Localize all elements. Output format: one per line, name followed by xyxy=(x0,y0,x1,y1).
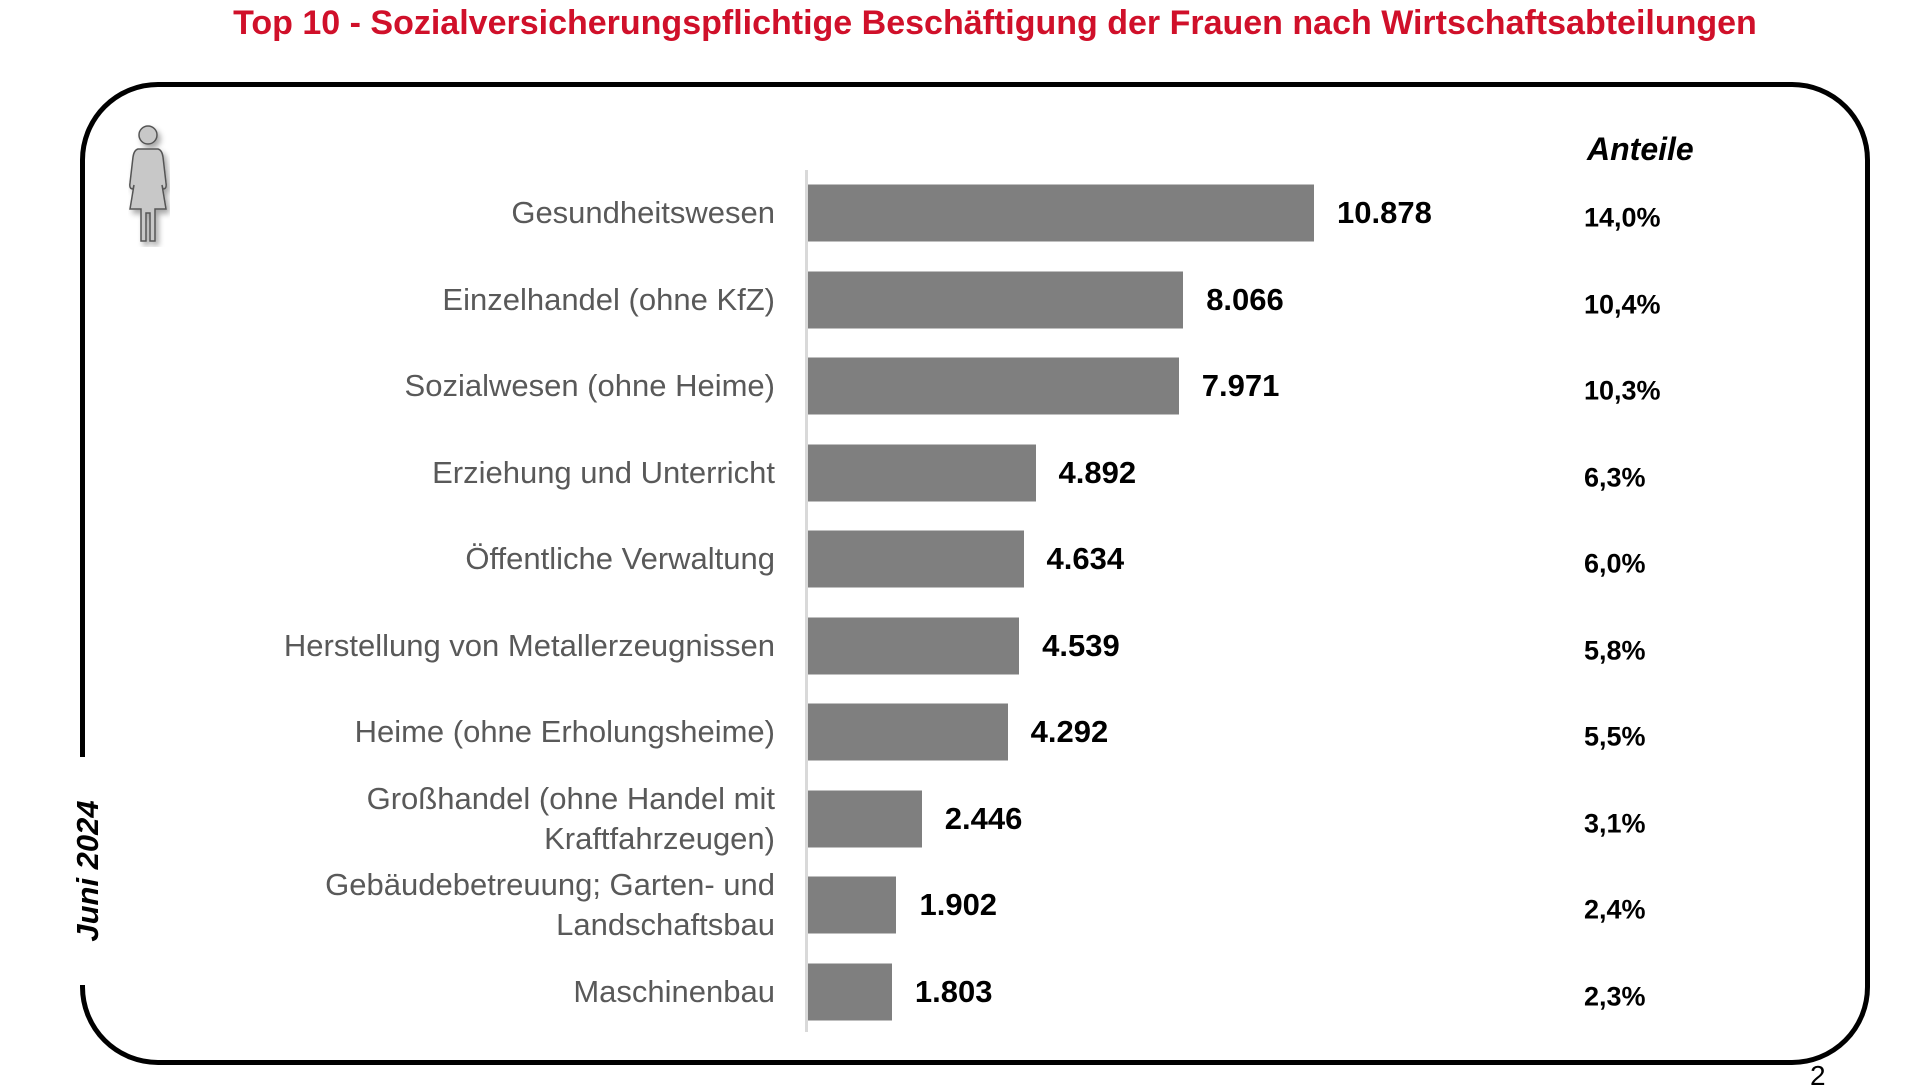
bar xyxy=(808,703,1008,761)
value-label: 1.902 xyxy=(919,887,998,922)
share-label: 2,4% xyxy=(1584,894,1646,925)
bar xyxy=(808,617,1020,674)
shares-header: Anteile xyxy=(1587,131,1694,167)
category-label-line: Öffentliche Verwaltung xyxy=(465,541,775,576)
y-axis-line xyxy=(805,170,808,1032)
share-label: 6,3% xyxy=(1584,462,1646,492)
value-label: 4.634 xyxy=(1046,541,1125,576)
bar xyxy=(808,444,1036,501)
category-label-line: Heime (ohne Erholungsheime) xyxy=(354,714,775,749)
category-label: Öffentliche Verwaltung xyxy=(175,539,775,579)
share-label: 5,8% xyxy=(1584,635,1646,665)
period-label: Juni 2024 xyxy=(70,800,105,942)
value-label: 1.803 xyxy=(914,973,993,1009)
value-label: 2.446 xyxy=(944,800,1023,836)
category-label: Gebäudebetreuung; Garten- und Landschafts… xyxy=(175,865,775,945)
category-label-line: Gebäudebetreuung; Garten- und xyxy=(325,867,775,902)
share-label: 2,3% xyxy=(1584,981,1646,1011)
share-label: 10,3% xyxy=(1584,375,1661,406)
chart-frame xyxy=(80,82,1870,1065)
bar xyxy=(808,271,1184,328)
category-label-line: Sozialwesen (ohne Heime) xyxy=(404,368,775,403)
frame-gap xyxy=(70,757,100,985)
category-label: Gesundheitswesen xyxy=(175,193,775,233)
share-label: 10,4% xyxy=(1584,289,1661,319)
chart-title: Top 10 - Sozialversicherungspflichtige B… xyxy=(233,4,1757,42)
bar xyxy=(808,876,897,934)
category-label-line: Kraftfahrzeugen) xyxy=(544,820,775,856)
category-label-line: Landschaftsbau xyxy=(556,907,775,942)
value-label: 8.066 xyxy=(1206,281,1284,317)
category-label-line: Großhandel (ohne Handel mit xyxy=(366,780,775,816)
category-label: Heime (ohne Erholungsheime) xyxy=(175,712,775,752)
bar xyxy=(808,963,892,1020)
share-label: 6,0% xyxy=(1584,548,1646,579)
woman-icon xyxy=(129,125,167,242)
category-label: Maschinenbau xyxy=(175,972,775,1012)
share-label: 3,1% xyxy=(1584,808,1646,838)
bar xyxy=(808,790,922,847)
value-label: 7.971 xyxy=(1201,368,1280,403)
page-number: 2 xyxy=(1810,1060,1826,1091)
category-label-line: Einzelhandel (ohne KfZ) xyxy=(442,281,775,317)
category-label: Herstellung von Metallerzeugnissen xyxy=(175,626,775,666)
share-label: 14,0% xyxy=(1584,202,1661,233)
category-label-line: Herstellung von Metallerzeugnissen xyxy=(283,627,775,663)
bar xyxy=(808,184,1314,242)
share-label: 5,5% xyxy=(1584,721,1646,752)
category-label-line: Erziehung und Unterricht xyxy=(432,454,775,490)
value-label: 4.892 xyxy=(1058,454,1137,490)
category-label-line: Maschinenbau xyxy=(573,973,775,1009)
category-label: Erziehung und Unterricht xyxy=(175,453,775,493)
value-label: 10.878 xyxy=(1337,195,1432,230)
category-label: Einzelhandel (ohne KfZ) xyxy=(175,280,775,320)
value-label: 4.292 xyxy=(1030,714,1109,749)
bar xyxy=(808,357,1179,415)
category-label-line: Gesundheitswesen xyxy=(511,195,775,230)
category-label: Sozialwesen (ohne Heime) xyxy=(175,366,775,406)
bar xyxy=(808,530,1024,588)
value-label: 4.539 xyxy=(1042,627,1120,663)
category-label: Großhandel (ohne Handel mit Kraftfahrzeug… xyxy=(175,779,775,859)
